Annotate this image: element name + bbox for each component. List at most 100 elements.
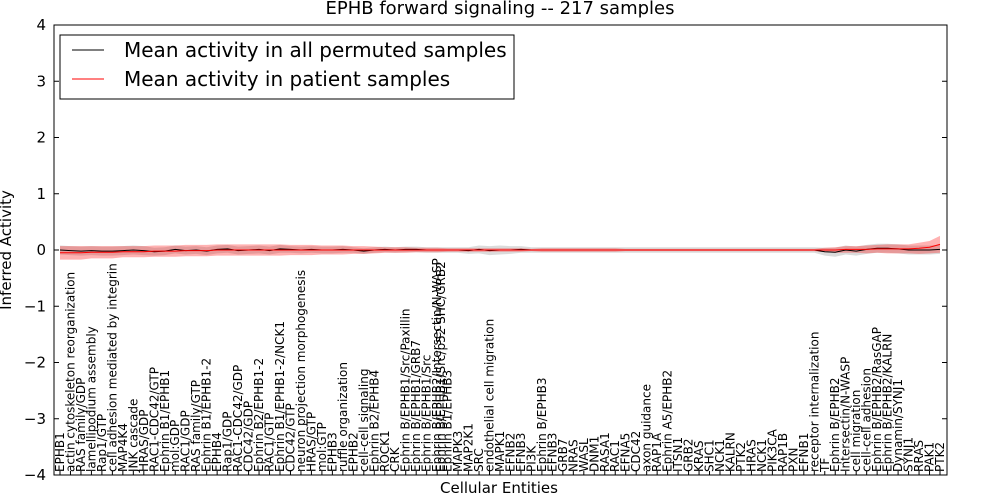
x-tick-label: PTK2 bbox=[734, 442, 748, 472]
y-tick-label: 3 bbox=[36, 72, 46, 90]
x-tick-label: Ephrin B1/EPHB1-2 bbox=[200, 358, 214, 472]
x-tick-label: endothelial cell migration bbox=[483, 319, 497, 472]
x-tick-label: EPHB1 bbox=[53, 432, 67, 472]
x-tick-label: MAP2K1 bbox=[462, 423, 476, 472]
x-tick-label: mol:GDP bbox=[168, 420, 182, 472]
legend: Mean activity in all permuted samples Me… bbox=[59, 34, 515, 100]
x-tick-label: Dynamin/SYNJ1 bbox=[891, 379, 905, 472]
x-tick-label: HRAS/GDP bbox=[137, 409, 151, 472]
x-tick-label: RAC1/GDP bbox=[179, 410, 193, 472]
x-tick-label: RAP1A bbox=[650, 432, 664, 472]
y-tick-label: 1 bbox=[36, 185, 46, 203]
y-tick-label: 2 bbox=[36, 129, 46, 147]
x-axis-title: Cellular Entities bbox=[440, 479, 558, 497]
x-tick-label: KRAS bbox=[692, 440, 706, 472]
x-tick-label: PXN bbox=[786, 448, 800, 472]
x-tick-label: Ephrin B/EPHB2/RasGAP bbox=[870, 327, 884, 472]
y-tick-label: −1 bbox=[24, 297, 46, 315]
x-tick-label: SYNJ1 bbox=[902, 437, 916, 472]
x-tick-label: NCK1 bbox=[755, 439, 769, 472]
x-tick-label: RAC1/GTP bbox=[263, 413, 277, 472]
x-tick-label: RAS family/GTP bbox=[189, 380, 203, 472]
y-tick-label: 0 bbox=[36, 241, 46, 259]
x-tick-label: CDC42/GDP bbox=[242, 401, 256, 472]
x-tick-label: JNK cascade bbox=[126, 399, 140, 473]
x-tick-label: GRB7 bbox=[556, 438, 570, 472]
x-tick-label: PI3K bbox=[524, 445, 538, 472]
plot-area bbox=[59, 235, 941, 260]
x-tick-label: cell-cell signaling bbox=[357, 369, 371, 473]
x-tick-label: Ephrin B/EPHB1/Src/p52 SHC/GRB2 bbox=[434, 261, 448, 472]
x-tick-label: EPHB3 bbox=[325, 432, 339, 472]
x-tick-label: EPHB2 bbox=[346, 432, 360, 472]
x-tick-label: MAPK1 bbox=[493, 431, 507, 472]
x-tick-label: cell adhesion mediated by integrin bbox=[105, 263, 119, 472]
x-tick-label: Ephrin B/EPHB2/KALRN bbox=[881, 334, 895, 472]
x-tick-label: PIK3CA bbox=[765, 428, 779, 472]
x-tick-label: Ephrin B1/EPHB1-2/NCK1 bbox=[273, 321, 287, 472]
x-tick-label: RAC1 bbox=[608, 440, 622, 472]
x-tick-label: Ephrin B/EPHB2 bbox=[828, 378, 842, 472]
x-tick-label: NCK1 bbox=[713, 439, 727, 472]
x-tick-label: PAK1 bbox=[923, 442, 937, 472]
patient-confidence-band bbox=[60, 235, 940, 260]
x-tick-label: Ephrin B/EPHB2/Intersectin/N-WASP bbox=[430, 258, 444, 472]
x-tick-label: receptor internalization bbox=[807, 332, 821, 472]
x-tick-label: MAP4K4 bbox=[116, 423, 130, 472]
x-tick-label: TF bbox=[818, 458, 832, 473]
x-tick-label: EFNA5 bbox=[619, 433, 633, 472]
x-tick-label: EFNB2 bbox=[504, 433, 518, 472]
x-tick-label: SHC1 bbox=[703, 439, 717, 472]
x-tick-label: Ephrin B/EPHB3 bbox=[535, 378, 549, 472]
y-tick-label: −2 bbox=[24, 354, 46, 372]
x-tick-label: Ephrin B1/EPHB3 bbox=[441, 370, 455, 472]
x-tick-label: Ephrin B1/EPHB1 bbox=[158, 370, 172, 472]
x-tick-label: RAC1-CDC42/GDP bbox=[231, 365, 245, 472]
x-tick-label: GRB2 bbox=[682, 438, 696, 472]
x-tick-label: Ephrin A5/EPHB2 bbox=[661, 370, 675, 472]
x-tick-label: EPHB4 bbox=[210, 432, 224, 472]
x-tick-label: HRAS bbox=[744, 439, 758, 472]
x-tick-label: RASA1 bbox=[598, 432, 612, 472]
y-axis-title: Inferred Activity bbox=[0, 190, 15, 310]
x-tick-label: CRK bbox=[388, 446, 402, 472]
x-tick-label: ruffle organization bbox=[336, 362, 350, 472]
x-tick-label: mol:GTP bbox=[315, 422, 329, 472]
x-tick-label: axon guidance bbox=[640, 384, 654, 472]
legend-box bbox=[59, 34, 515, 100]
x-tick-label: EFNB3 bbox=[514, 433, 528, 472]
chart-title: EPHB forward signaling -- 217 samples bbox=[326, 0, 675, 19]
x-tick-label: ROCK1 bbox=[378, 430, 392, 472]
x-tick-label: cell-cell adhesion bbox=[860, 368, 874, 472]
legend-label-patient: Mean activity in patient samples bbox=[124, 67, 450, 91]
x-tick-label: MAPK3 bbox=[451, 431, 465, 472]
x-tick-label: Ephrin B2/EPHB4 bbox=[367, 370, 381, 472]
x-tick-label: Rap1/GDP bbox=[221, 412, 235, 473]
x-tick-label: EFNB3 bbox=[545, 433, 559, 472]
x-tick-label: Ephrin B/EPHB1/Src bbox=[420, 355, 434, 472]
x-tick-label: PTK2 bbox=[933, 442, 947, 472]
x-tick-label: Rap1/GTP bbox=[95, 414, 109, 472]
x-tick-label: NRAS bbox=[566, 439, 580, 472]
x-tick-label: CDC42/GTP bbox=[284, 403, 298, 472]
x-tick-label: Intersectin/N-WASP bbox=[839, 357, 853, 472]
x-tick-label: RRAS bbox=[912, 440, 926, 472]
x-tick-label: neuron projection morphogenesis bbox=[294, 270, 308, 472]
x-tick-label: HRAS/GTP bbox=[304, 412, 318, 472]
patient-mean-line bbox=[60, 243, 941, 254]
legend-label-permuted: Mean activity in all permuted samples bbox=[124, 38, 507, 62]
x-tick-label: RAS family/GDP bbox=[74, 378, 88, 472]
x-tick-label: SRC bbox=[472, 448, 486, 472]
y-tick-label: −4 bbox=[24, 466, 46, 484]
y-tick-label: −3 bbox=[24, 410, 46, 428]
x-tick-label: CDC42 bbox=[629, 431, 643, 472]
x-tick-label: DNM1 bbox=[587, 436, 601, 472]
x-tick-label: Ephrin B/EPHB1/GRB7 bbox=[409, 340, 423, 472]
x-tick-label: KALRN bbox=[724, 432, 738, 472]
x-tick-label: cell migration bbox=[849, 390, 863, 472]
x-tick-label: lamellipodium assembly bbox=[84, 326, 98, 472]
x-tick-label: Ephrin B/EPHB1/Src/Paxillin bbox=[399, 308, 413, 472]
x-tick-label: ITSN1 bbox=[671, 437, 685, 472]
